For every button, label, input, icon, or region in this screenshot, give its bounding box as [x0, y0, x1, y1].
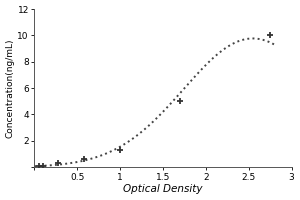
Y-axis label: Concentration(ng/mL): Concentration(ng/mL)	[6, 38, 15, 138]
X-axis label: Optical Density: Optical Density	[123, 184, 203, 194]
